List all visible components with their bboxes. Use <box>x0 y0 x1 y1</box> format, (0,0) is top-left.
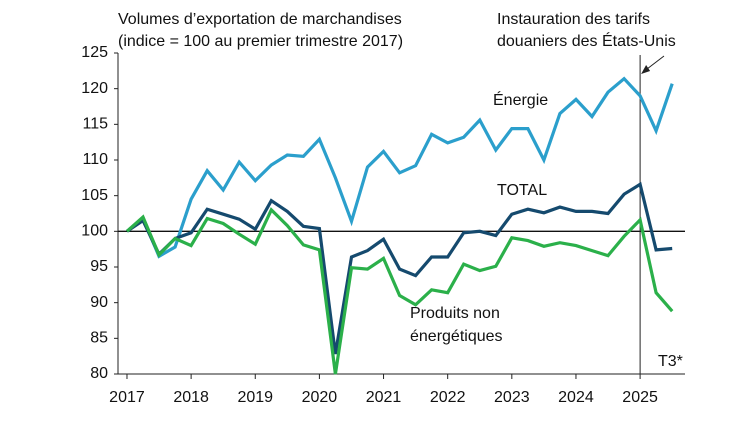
x-tick-label: 2025 <box>622 389 658 406</box>
y-tick-label: 105 <box>81 187 108 204</box>
y-tick-label: 85 <box>90 330 108 347</box>
chart-title: Volumes d’exportation de marchandises <box>118 11 402 28</box>
x-tick-label: 2020 <box>302 389 338 406</box>
annotation: douaniers des États-Unis <box>497 31 676 50</box>
annotation: Instauration des tarifs <box>497 11 650 28</box>
series-line <box>126 181 673 355</box>
x-tick-label: 2022 <box>430 389 466 406</box>
x-tick-label: 2018 <box>173 389 209 406</box>
x-tick-label: 2023 <box>494 389 530 406</box>
x-tick-label: 2021 <box>366 389 402 406</box>
x-tick-label: 2019 <box>237 389 273 406</box>
x-tick-label: 2017 <box>109 389 145 406</box>
series-label: Énergie <box>493 90 548 109</box>
annotation-arrowhead <box>641 65 651 74</box>
chart-title: (indice = 100 au premier trimestre 2017) <box>118 33 403 50</box>
y-tick-label: 110 <box>82 151 108 168</box>
period-label: T3* <box>658 353 683 370</box>
series-label: Produits non énergétiques <box>410 305 503 345</box>
y-tick-label: 125 <box>81 44 108 61</box>
series-line <box>126 76 674 259</box>
y-tick-label: 90 <box>90 294 108 311</box>
y-tick-label: 100 <box>81 223 108 240</box>
y-tick-label: 95 <box>90 258 108 275</box>
x-tick-label: 2024 <box>558 389 594 406</box>
y-tick-label: 115 <box>82 116 108 133</box>
y-tick-label: 120 <box>81 80 108 97</box>
series-label: TOTAL <box>497 182 547 199</box>
series-line <box>125 207 674 375</box>
y-tick-label: 80 <box>90 365 108 382</box>
